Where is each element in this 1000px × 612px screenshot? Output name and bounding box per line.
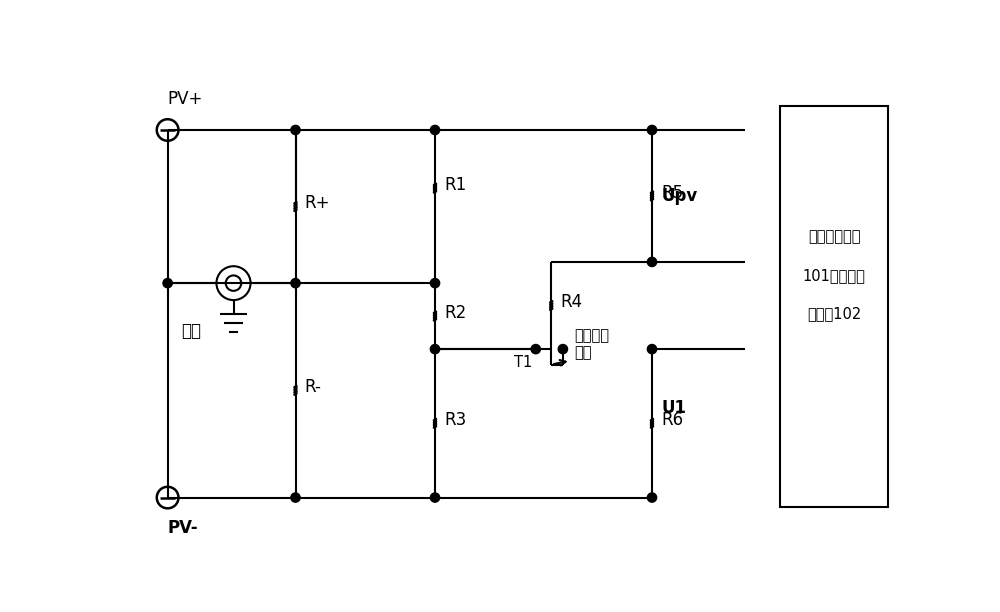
Circle shape: [291, 493, 300, 502]
Circle shape: [647, 257, 657, 267]
Text: 101和数据处: 101和数据处: [803, 267, 866, 283]
Circle shape: [291, 278, 300, 288]
Text: 理电路102: 理电路102: [807, 306, 861, 321]
Text: R6: R6: [661, 411, 683, 429]
Text: U1: U1: [661, 399, 686, 417]
Text: 开关控制: 开关控制: [574, 328, 610, 343]
Text: R5: R5: [661, 184, 683, 202]
Text: PV-: PV-: [168, 519, 198, 537]
Text: R4: R4: [561, 293, 583, 312]
Text: 检测调整电路: 检测调整电路: [808, 229, 860, 244]
Text: R1: R1: [444, 176, 467, 194]
Text: Upv: Upv: [661, 187, 698, 205]
Circle shape: [163, 278, 172, 288]
Text: R3: R3: [444, 411, 467, 429]
FancyBboxPatch shape: [780, 106, 888, 507]
Circle shape: [430, 493, 440, 502]
Text: T1: T1: [514, 356, 532, 370]
Text: R2: R2: [444, 304, 467, 322]
Text: 信号: 信号: [574, 345, 592, 360]
Circle shape: [531, 345, 540, 354]
Text: 大地: 大地: [181, 322, 201, 340]
Circle shape: [647, 345, 657, 354]
Text: R-: R-: [305, 378, 322, 396]
Circle shape: [647, 125, 657, 135]
Circle shape: [291, 125, 300, 135]
Circle shape: [430, 125, 440, 135]
Text: R+: R+: [305, 195, 330, 212]
Circle shape: [558, 345, 568, 354]
Circle shape: [430, 278, 440, 288]
Circle shape: [430, 345, 440, 354]
Circle shape: [647, 493, 657, 502]
Text: PV+: PV+: [168, 91, 203, 108]
